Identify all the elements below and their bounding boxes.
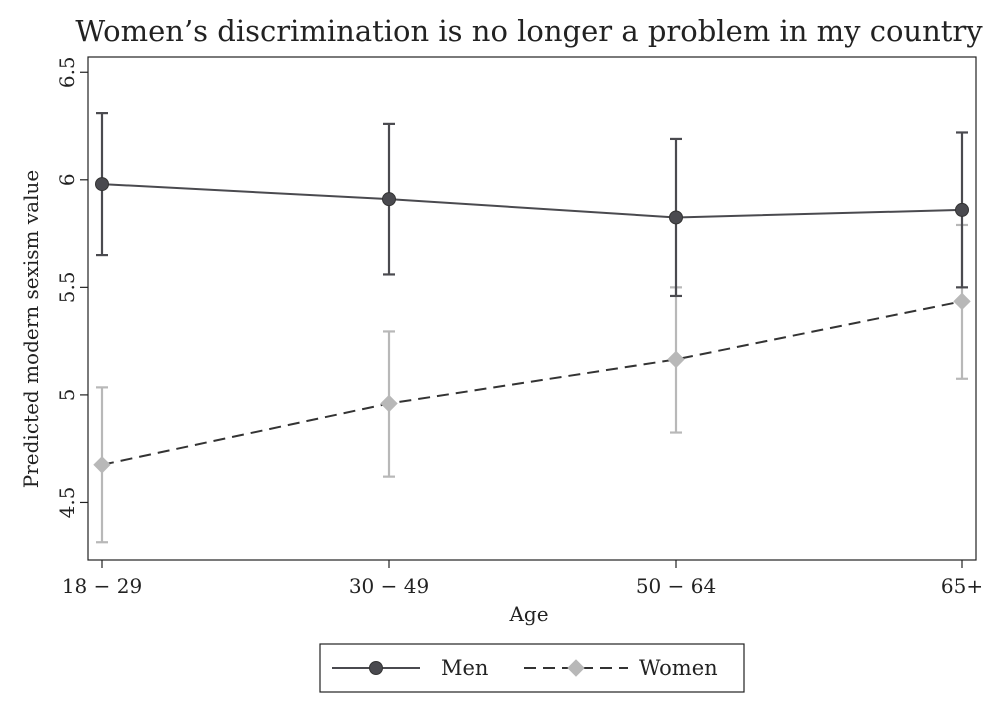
- men-point: [669, 210, 683, 225]
- women-point: [380, 394, 398, 413]
- x-tick-label: 65+: [941, 574, 983, 598]
- y-axis: 4.5 5 5.5 6 6.5: [55, 56, 88, 518]
- x-tick-label: 30 − 49: [349, 574, 429, 598]
- y-tick-label: 5: [55, 389, 79, 402]
- men-point: [955, 202, 969, 217]
- x-axis-label: Age: [508, 602, 548, 626]
- x-tick-label: 18 − 29: [62, 574, 142, 598]
- y-tick-label: 6.5: [55, 56, 79, 88]
- legend-items: Men Women: [332, 656, 718, 680]
- series-men: [95, 112, 969, 298]
- legend-item-men: Men: [332, 656, 488, 680]
- legend: Men Women: [319, 643, 745, 693]
- y-tick-label: 6: [55, 173, 79, 186]
- legend-label-women: Women: [639, 656, 718, 680]
- women-point: [953, 292, 971, 311]
- y-tick-label: 4.5: [55, 487, 79, 519]
- men-point: [382, 192, 396, 207]
- chart-title: Women’s discrimination is no longer a pr…: [75, 14, 983, 48]
- women-line: [101, 300, 963, 466]
- legend-swatch-marker: [369, 661, 383, 675]
- legend-item-women: Women: [524, 656, 718, 680]
- y-axis-label: Predicted modern sexism value: [19, 170, 43, 488]
- series-women: [93, 223, 971, 544]
- y-tick-label: 5.5: [55, 271, 79, 303]
- series-layer: [93, 112, 971, 544]
- women-point: [667, 350, 685, 369]
- plot-area-frame: [87, 56, 977, 561]
- men-line: [101, 183, 963, 219]
- x-tick-label: 50 − 64: [636, 574, 716, 598]
- legend-label-men: Men: [441, 656, 488, 680]
- women-point: [93, 456, 111, 474]
- x-axis: 18 − 29 30 − 49 50 − 64 65+: [62, 560, 983, 598]
- legend-swatch-marker: [567, 659, 585, 677]
- men-point: [95, 177, 109, 192]
